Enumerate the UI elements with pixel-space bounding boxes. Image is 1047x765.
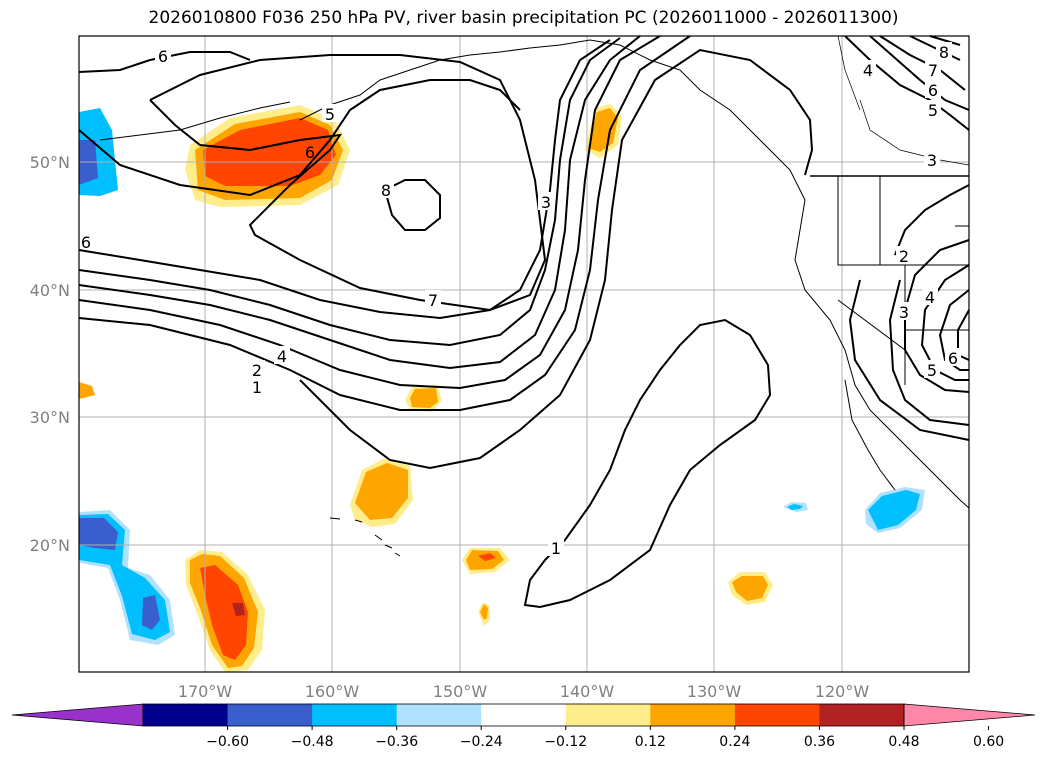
colorbar-tick-label: 0.48: [888, 734, 919, 750]
colorbar-segment: [819, 704, 905, 726]
colorbar-outline: [142, 703, 905, 727]
lat-label-20n: 20°N: [30, 536, 70, 555]
colorbar-extend-low: [11, 703, 144, 727]
colorbar-segment: [312, 704, 398, 726]
colorbar-segment: [227, 704, 313, 726]
contour-label: 6: [948, 349, 958, 368]
lon-label-170w: 170°W: [178, 682, 233, 701]
map-frame: [78, 35, 970, 673]
contour-label: 5: [927, 361, 937, 380]
colorbar-segment: [396, 704, 482, 726]
contour-label: 3: [541, 193, 551, 212]
coastlines: [99, 35, 970, 557]
contour-labels: 6 5 6 8 3 7 4 2 1 1 6 4 7 8 6 5 3 2 3 4: [81, 42, 961, 558]
colorbar-tick-label: 0.60: [973, 734, 1004, 750]
contour-label: 6: [928, 81, 938, 100]
colorbar-tick-label: 0.36: [804, 734, 835, 750]
contour-label: 6: [158, 47, 168, 66]
gridlines: [79, 36, 969, 672]
colorbar-tick-label: −0.12: [544, 734, 587, 750]
contour-label: 1: [551, 539, 561, 558]
colorbar-tick-label: −0.24: [460, 734, 503, 750]
colorbar-segment: [650, 704, 736, 726]
lon-label-130w: 130°W: [687, 682, 742, 701]
colorbar-tick-label: −0.60: [206, 734, 249, 750]
colorbar-extend-high: [903, 703, 1036, 727]
colorbar-segment: [481, 704, 567, 726]
map-title: 2026010800 F036 250 hPa PV, river basin …: [148, 8, 899, 28]
lon-label-140w: 140°W: [560, 682, 615, 701]
contour-label: 7: [428, 291, 438, 310]
contour-label: 6: [305, 143, 315, 162]
colorbar-segment: [143, 704, 229, 726]
contour-label: 6: [81, 233, 91, 252]
contour-label: 8: [381, 181, 391, 200]
lon-label-160w: 160°W: [305, 682, 360, 701]
lon-label-120w: 120°W: [815, 682, 870, 701]
lat-label-50n: 50°N: [30, 153, 70, 172]
colorbar-segment: [565, 704, 651, 726]
colorbar-segment: [734, 704, 820, 726]
contour-label: 5: [325, 105, 335, 124]
colorbar-tick-label: −0.36: [375, 734, 418, 750]
lat-label-40n: 40°N: [30, 281, 70, 300]
contour-label: 5: [928, 101, 938, 120]
contour-label: 2: [252, 361, 262, 380]
contour-label: 8: [939, 43, 949, 62]
lat-label-30n: 30°N: [30, 408, 70, 427]
lon-label-150w: 150°W: [433, 682, 488, 701]
colorbar-tick-label: −0.48: [291, 734, 334, 750]
contour-label: 2: [899, 247, 909, 266]
contour-label: 7: [928, 61, 938, 80]
contour-label: 3: [927, 151, 937, 170]
colorbar-tick-label: 0.24: [719, 734, 750, 750]
colorbar-tick-label: 0.12: [635, 734, 666, 750]
contour-label: 1: [252, 378, 262, 397]
contour-label: 4: [277, 347, 287, 366]
precip-shading: [79, 104, 925, 672]
contour-label: 4: [863, 61, 873, 80]
contour-label: 3: [899, 303, 909, 322]
lon-labels: 170°W 160°W 150°W 140°W 130°W 120°W: [178, 682, 870, 701]
colorbar: −0.60 −0.48 −0.36 −0.24 −0.12 0.12 0.24 0.36 0.4…: [11, 703, 1036, 750]
lat-labels: 50°N 40°N 30°N 20°N: [30, 153, 70, 555]
pv-contours: [78, 35, 970, 609]
contour-label: 4: [925, 288, 935, 307]
